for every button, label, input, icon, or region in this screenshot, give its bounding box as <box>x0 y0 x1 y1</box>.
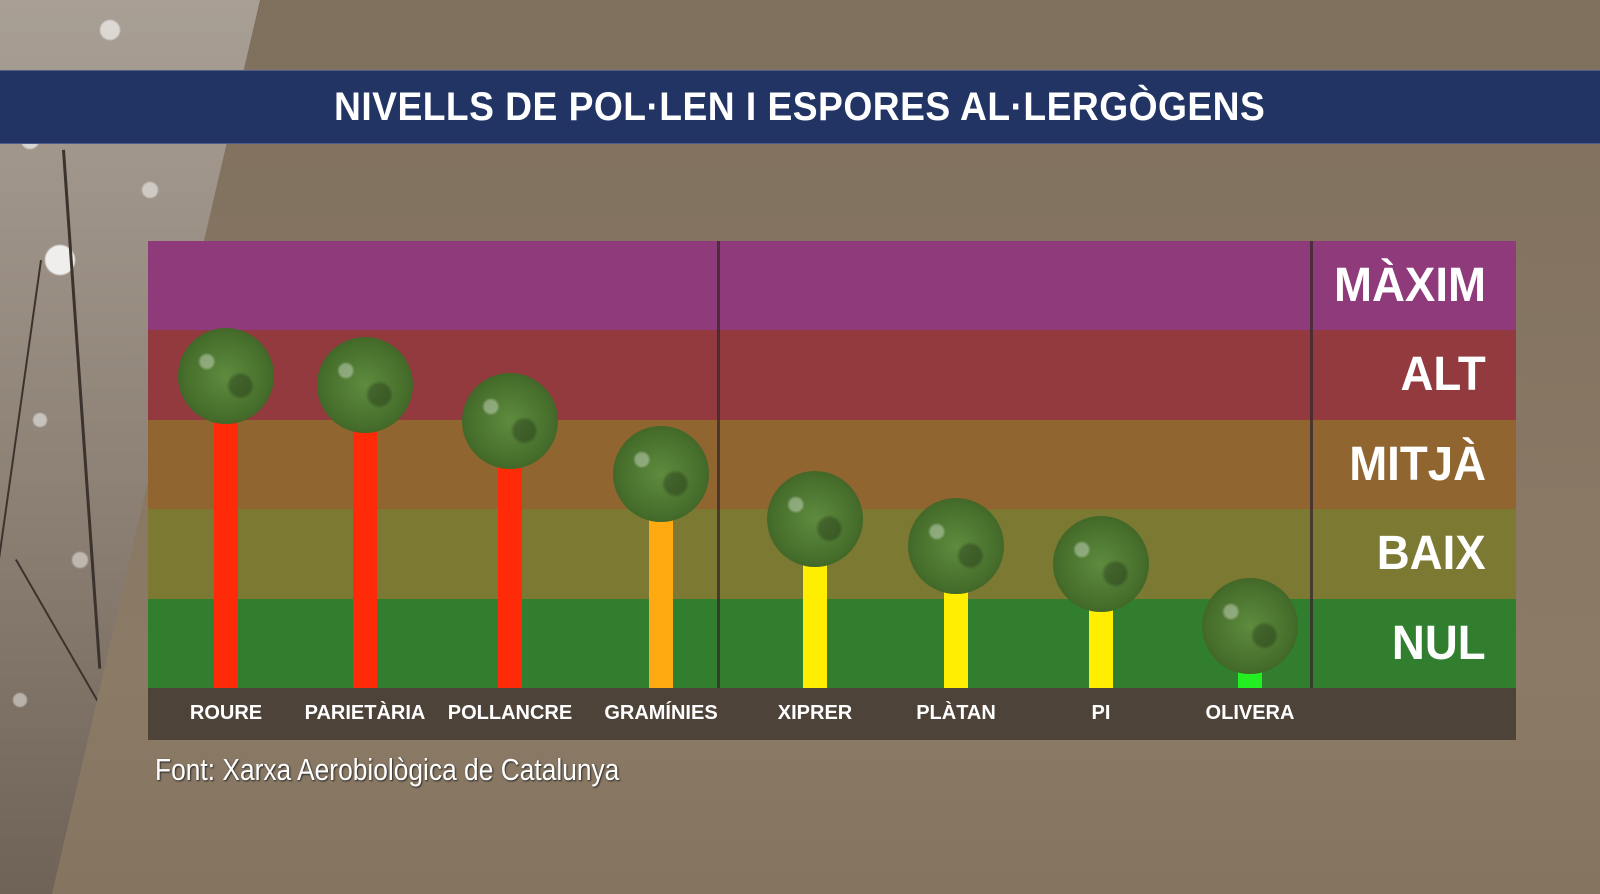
category-label: XIPRER <box>777 702 853 724</box>
category-label: GRAMÍNIES <box>604 702 718 724</box>
bar-roure <box>214 419 238 688</box>
group-divider <box>717 241 720 688</box>
bar-pi <box>1089 607 1113 688</box>
pollen-level-chart: MÀXIM ALT MITJÀ BAIX NUL <box>148 241 1516 688</box>
title-banner: NIVELLS DE POL·LEN I ESPORES AL·LERGÒGEN… <box>0 70 1600 144</box>
category-label: PLÀTAN <box>916 702 996 724</box>
level-label: MÀXIM <box>1334 259 1486 312</box>
plant-photo-icon <box>1053 515 1149 612</box>
plant-photo-icon <box>613 426 709 523</box>
category-label: POLLANCRE <box>447 702 573 724</box>
bar-plàtan <box>944 589 968 688</box>
category-label: ROURE <box>189 702 263 724</box>
level-label: MITJÀ <box>1349 437 1486 491</box>
category-labels-row: ROURE PARIETÀRIA POLLANCRE GRAMÍNIES XIPRER P… <box>148 688 1516 740</box>
level-label: BAIX <box>1377 527 1486 581</box>
bar-pollancre <box>498 464 522 688</box>
plant-photo-icon <box>908 497 1004 594</box>
bar-parietària <box>353 428 377 688</box>
level-label: NUL <box>1392 616 1486 670</box>
group-divider <box>1310 241 1313 688</box>
category-label: PI <box>1091 702 1111 724</box>
category-label: PARIETÀRIA <box>304 702 426 724</box>
category-label: OLIVERA <box>1205 702 1295 724</box>
level-band-màxim: MÀXIM <box>148 241 1516 331</box>
plant-photo-icon <box>178 327 274 424</box>
source-note: Font: Xarxa Aerobiològica de Catalunya <box>155 752 620 787</box>
plant-photo-icon <box>1202 578 1298 675</box>
chart-title: NIVELLS DE POL·LEN I ESPORES AL·LERGÒGEN… <box>334 84 1266 129</box>
plant-photo-icon <box>317 336 413 433</box>
plant-photo-icon <box>462 372 558 469</box>
level-label: ALT <box>1400 348 1486 402</box>
plant-photo-icon <box>767 470 863 567</box>
bar-xiprer <box>803 562 827 688</box>
bar-gramínies <box>649 518 673 688</box>
bar-olivera <box>1238 670 1262 688</box>
